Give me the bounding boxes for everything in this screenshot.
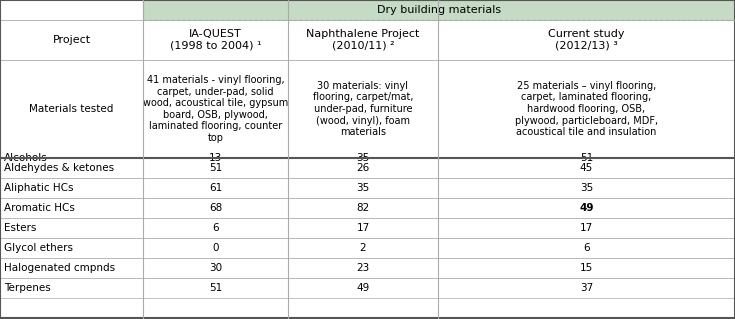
Text: 49: 49: [579, 203, 594, 213]
Text: Alcohols: Alcohols: [4, 153, 48, 163]
Text: Terpenes: Terpenes: [4, 283, 51, 293]
Text: 51: 51: [209, 283, 222, 293]
Text: 35: 35: [356, 153, 370, 163]
Text: 51: 51: [209, 163, 222, 173]
Bar: [143, 278, 288, 298]
Bar: [288, 178, 438, 198]
Text: 6: 6: [583, 243, 589, 253]
Text: Glycol ethers: Glycol ethers: [4, 243, 73, 253]
Text: Esters: Esters: [4, 223, 36, 233]
Text: Aliphatic HCs: Aliphatic HCs: [4, 183, 74, 193]
Bar: [0, 158, 143, 178]
Bar: [0, 178, 143, 198]
Text: 45: 45: [580, 163, 593, 173]
Text: 2: 2: [359, 243, 366, 253]
Text: 13: 13: [209, 153, 222, 163]
Bar: [288, 238, 438, 258]
Text: Materials tested: Materials tested: [29, 104, 114, 114]
Bar: [143, 258, 288, 278]
Bar: [438, 60, 735, 158]
Bar: [288, 218, 438, 238]
Bar: [288, 258, 438, 278]
Text: 68: 68: [209, 203, 222, 213]
Bar: [0, 258, 143, 278]
Bar: [438, 198, 735, 218]
Text: IA-QUEST
(1998 to 2004) ¹: IA-QUEST (1998 to 2004) ¹: [170, 29, 261, 51]
Text: Current study
(2012/13) ³: Current study (2012/13) ³: [548, 29, 625, 51]
Text: Halogenated cmpnds: Halogenated cmpnds: [4, 263, 115, 273]
Bar: [143, 20, 288, 60]
Text: 15: 15: [580, 263, 593, 273]
Text: 30: 30: [209, 263, 222, 273]
Bar: [143, 218, 288, 238]
Bar: [0, 0, 143, 20]
Bar: [143, 198, 288, 218]
Bar: [143, 238, 288, 258]
Text: 0: 0: [212, 243, 219, 253]
Bar: [438, 238, 735, 258]
Bar: [438, 158, 735, 178]
Text: 51: 51: [580, 153, 593, 163]
Bar: [288, 278, 438, 298]
Bar: [288, 198, 438, 218]
Bar: [288, 20, 438, 60]
Bar: [0, 218, 143, 238]
Bar: [143, 0, 735, 20]
Bar: [0, 60, 143, 158]
Text: 26: 26: [356, 163, 370, 173]
Text: 30 materials: vinyl
flooring, carpet/mat,
under-pad, furniture
(wood, vinyl), fo: 30 materials: vinyl flooring, carpet/mat…: [313, 81, 413, 137]
Bar: [288, 158, 438, 178]
Bar: [0, 198, 143, 218]
Bar: [0, 238, 143, 258]
Text: 61: 61: [209, 183, 222, 193]
Text: 6: 6: [212, 223, 219, 233]
Text: 35: 35: [356, 183, 370, 193]
Bar: [438, 258, 735, 278]
Bar: [143, 60, 288, 158]
Bar: [288, 60, 438, 158]
Bar: [438, 20, 735, 60]
Text: 82: 82: [356, 203, 370, 213]
Text: Project: Project: [52, 35, 90, 45]
Text: Aldehydes & ketones: Aldehydes & ketones: [4, 163, 114, 173]
Bar: [0, 278, 143, 298]
Text: 41 materials - vinyl flooring,
carpet, under-pad, solid
wood, acoustical tile, g: 41 materials - vinyl flooring, carpet, u…: [143, 75, 288, 143]
Text: 49: 49: [356, 283, 370, 293]
Text: 25 materials – vinyl flooring,
carpet, laminated flooring,
hardwood flooring, OS: 25 materials – vinyl flooring, carpet, l…: [515, 81, 658, 137]
Text: 37: 37: [580, 283, 593, 293]
Text: 17: 17: [580, 223, 593, 233]
Bar: [0, 20, 143, 60]
Bar: [438, 178, 735, 198]
Bar: [143, 158, 288, 178]
Text: Dry building materials: Dry building materials: [377, 5, 501, 15]
Bar: [143, 178, 288, 198]
Bar: [438, 218, 735, 238]
Text: 35: 35: [580, 183, 593, 193]
Text: 17: 17: [356, 223, 370, 233]
Text: Aromatic HCs: Aromatic HCs: [4, 203, 75, 213]
Text: 23: 23: [356, 263, 370, 273]
Bar: [438, 278, 735, 298]
Text: Naphthalene Project
(2010/11) ²: Naphthalene Project (2010/11) ²: [306, 29, 420, 51]
